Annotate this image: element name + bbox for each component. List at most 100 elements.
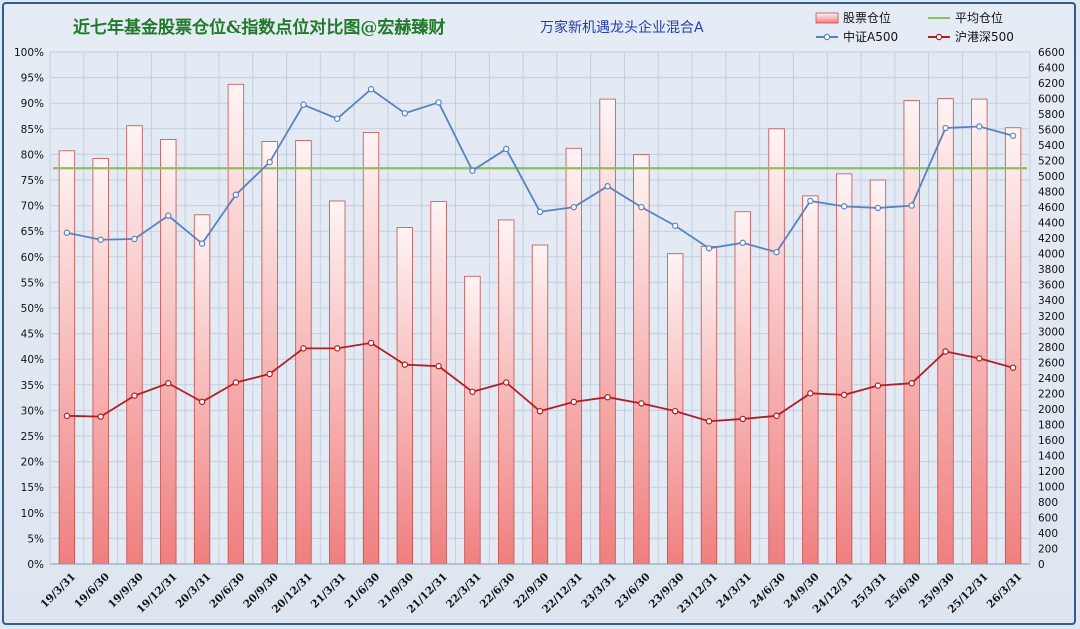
right-tick-label: 6600: [1038, 47, 1065, 59]
right-tick-label: 2600: [1038, 357, 1065, 369]
right-tick-label: 3800: [1038, 264, 1065, 276]
point-csi-a500: [773, 248, 780, 256]
bar-stock-position: [58, 150, 76, 565]
chart-subtitle: 万家新机遇龙头企业混合A: [540, 19, 704, 36]
point-csi-a500: [1009, 132, 1017, 139]
legend-swatch-bar: [815, 12, 839, 24]
left-tick-label: 5%: [27, 533, 44, 545]
point-hk-sz500: [773, 412, 780, 420]
bar-stock-position: [498, 219, 515, 565]
right-tick-label: 3400: [1038, 295, 1065, 307]
bar-stock-position: [768, 128, 785, 565]
point-csi-a500: [840, 203, 848, 210]
legend-label: 股票仓位: [843, 10, 891, 25]
right-tick-label: 4200: [1038, 233, 1065, 245]
left-tick-label: 90%: [21, 98, 44, 110]
bar-stock-position: [227, 83, 245, 565]
x-tick-label: 20/3/31: [174, 571, 214, 611]
x-tick-label: 22/3/31: [444, 571, 484, 611]
right-tick-label: 1400: [1038, 450, 1065, 462]
point-csi-a500: [232, 191, 240, 198]
point-csi-a500: [367, 86, 375, 93]
right-tick-label: 2200: [1038, 388, 1065, 400]
point-csi-a500: [671, 222, 679, 229]
right-tick-label: 6200: [1038, 78, 1065, 90]
bar-stock-position: [903, 100, 920, 565]
point-hk-sz500: [198, 398, 206, 406]
point-csi-a500: [469, 167, 476, 174]
legend-swatch-marker: [823, 33, 831, 41]
bar-stock-position: [126, 125, 143, 565]
right-tick-label: 600: [1038, 512, 1058, 524]
point-csi-a500: [503, 145, 510, 153]
right-tick-label: 5400: [1038, 140, 1065, 152]
point-hk-sz500: [942, 348, 949, 355]
left-tick-label: 35%: [21, 380, 44, 392]
point-csi-a500: [976, 123, 983, 130]
point-csi-a500: [570, 203, 577, 211]
bar-stock-position: [565, 147, 582, 565]
x-tick-label: 19/3/31: [38, 571, 78, 611]
bar-stock-position: [802, 195, 819, 565]
right-tick-label: 0: [1038, 559, 1045, 571]
x-tick-label: 20/6/30: [207, 571, 247, 611]
point-csi-a500: [435, 99, 442, 106]
point-hk-sz500: [536, 407, 544, 415]
point-hk-sz500: [165, 380, 172, 387]
point-hk-sz500: [131, 392, 138, 399]
point-hk-sz500: [469, 388, 476, 395]
x-tick-label: 21/6/30: [343, 571, 383, 611]
right-tick-label: 3200: [1038, 311, 1065, 323]
bar-stock-position: [160, 139, 177, 565]
x-tick-label: 23/3/31: [579, 571, 619, 611]
point-hk-sz500: [503, 379, 510, 386]
point-hk-sz500: [604, 394, 611, 401]
point-hk-sz500: [401, 361, 409, 368]
left-tick-label: 85%: [21, 124, 44, 136]
point-csi-a500: [165, 212, 172, 219]
right-tick-label: 200: [1038, 543, 1058, 555]
point-csi-a500: [942, 124, 949, 132]
point-csi-a500: [908, 202, 915, 209]
point-csi-a500: [198, 240, 206, 247]
right-tick-label: 1600: [1038, 435, 1065, 447]
bar-stock-position: [329, 200, 346, 565]
left-tick-label: 100%: [14, 47, 44, 59]
point-hk-sz500: [570, 398, 577, 406]
bar-stock-position: [633, 153, 650, 565]
point-csi-a500: [874, 204, 882, 212]
point-csi-a500: [266, 158, 273, 166]
bar-stock-position: [734, 211, 751, 565]
point-hk-sz500: [1009, 364, 1017, 371]
right-tick-label: 4600: [1038, 202, 1065, 214]
point-csi-a500: [300, 101, 307, 108]
x-tick-label: 21/3/31: [309, 571, 349, 611]
left-tick-label: 65%: [21, 226, 44, 238]
point-hk-sz500: [266, 370, 273, 378]
point-hk-sz500: [671, 407, 679, 415]
point-hk-sz500: [435, 362, 442, 370]
left-tick-label: 95%: [21, 73, 44, 85]
left-tick-label: 0%: [27, 559, 44, 571]
left-tick-label: 45%: [21, 329, 44, 341]
right-tick-label: 2400: [1038, 373, 1065, 385]
bar-stock-position: [92, 158, 109, 565]
point-hk-sz500: [807, 390, 814, 397]
right-tick-label: 5600: [1038, 125, 1065, 137]
bar-stock-position: [835, 173, 853, 565]
left-tick-label: 80%: [21, 149, 44, 161]
point-csi-a500: [638, 203, 645, 211]
left-tick-label: 20%: [21, 457, 44, 469]
right-tick-label: 6000: [1038, 94, 1065, 106]
point-hk-sz500: [739, 415, 746, 423]
point-csi-a500: [739, 239, 746, 247]
bar-stock-position: [193, 214, 211, 565]
x-tick-label: 25/6/30: [883, 571, 923, 611]
point-csi-a500: [63, 229, 71, 236]
legend-swatch-marker: [935, 33, 943, 41]
x-tick-label: 26/3/31: [985, 571, 1025, 611]
right-tick-label: 5800: [1038, 109, 1065, 121]
point-csi-a500: [604, 183, 611, 190]
right-tick-label: 1000: [1038, 481, 1065, 493]
